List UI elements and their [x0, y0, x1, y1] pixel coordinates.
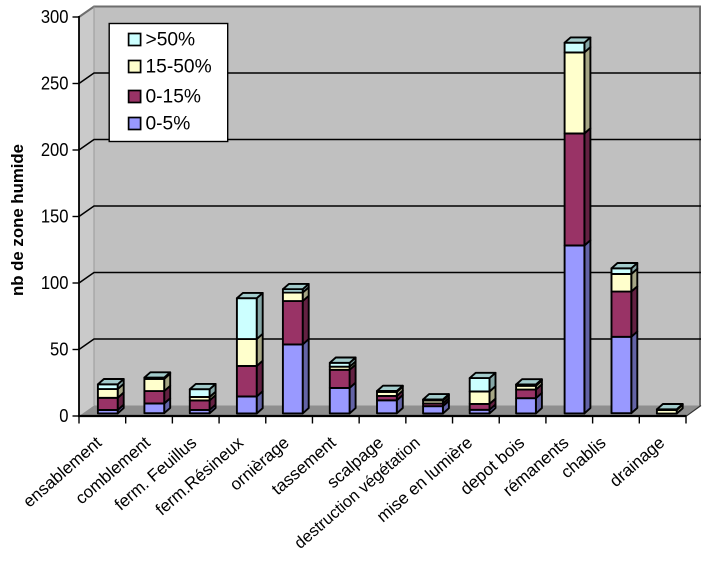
svg-text:100: 100	[41, 272, 69, 293]
svg-text:>50%: >50%	[146, 30, 196, 51]
svg-text:300: 300	[41, 6, 69, 27]
svg-text:nb de zone humide: nb de zone humide	[8, 144, 27, 296]
svg-text:200: 200	[41, 139, 69, 160]
svg-text:250: 250	[41, 73, 69, 94]
svg-text:50: 50	[50, 339, 69, 360]
svg-text:0-5%: 0-5%	[146, 114, 191, 135]
svg-text:150: 150	[41, 206, 69, 227]
svg-text:0: 0	[59, 405, 69, 426]
svg-text:0-15%: 0-15%	[146, 87, 201, 108]
svg-text:15-50%: 15-50%	[146, 57, 212, 78]
